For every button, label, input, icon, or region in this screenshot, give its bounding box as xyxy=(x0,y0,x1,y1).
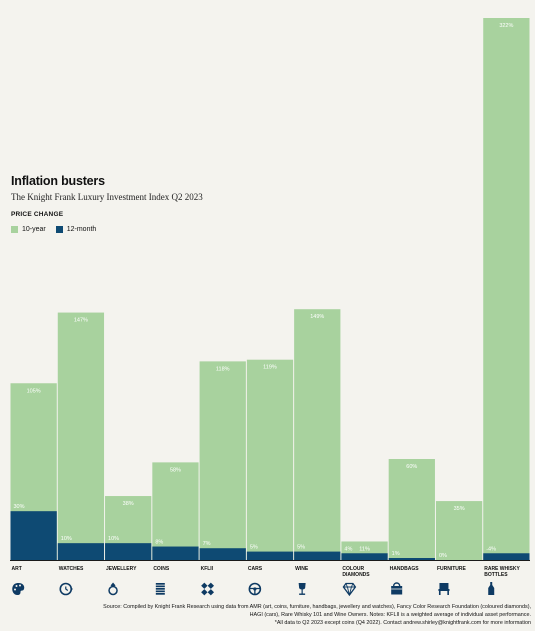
data-label-10-year-jewellery: 38% xyxy=(123,501,134,507)
data-label-10-year-coins: 58% xyxy=(170,467,181,473)
legend-item-12-month: 12-month xyxy=(55,226,97,233)
data-label-10-year-rare-whisky-bottles: 322% xyxy=(499,23,513,29)
bottle-icon xyxy=(488,582,495,595)
data-label-12-month-cars: 5% xyxy=(250,545,258,551)
bar-12-month-jewellery xyxy=(105,543,152,560)
data-label-10-year-wine: 149% xyxy=(310,314,324,320)
bar-10-year-wine xyxy=(294,309,341,560)
data-label-10-year-art: 105% xyxy=(27,388,41,394)
source-line-3: *All data to Q2 2023 except coins (Q4 20… xyxy=(274,620,531,626)
legend: 10-year 12-month xyxy=(11,226,96,233)
data-label-12-month-watches: 10% xyxy=(61,536,72,542)
category-label-watches: WATCHES xyxy=(59,566,84,572)
bar-12-month-cars xyxy=(246,551,294,560)
watch-icon xyxy=(59,582,73,596)
bar-10-year-coins xyxy=(152,462,199,560)
bar-12-month-art xyxy=(10,511,57,560)
bar-12-month-handbags xyxy=(388,558,435,560)
handbag-icon xyxy=(391,582,403,595)
legend-label-10-year: 10-year xyxy=(22,226,46,233)
bar-10-year-furniture xyxy=(435,501,483,560)
legend-swatch-10-year xyxy=(11,226,18,233)
bar-12-month-colour-diamonds xyxy=(341,553,388,560)
category-label-handbags: HANDBAGS xyxy=(390,566,420,572)
diamond-icon xyxy=(342,582,357,597)
kflii-icon xyxy=(201,582,215,596)
data-label-10-year-kflii: 118% xyxy=(216,366,230,372)
category-label-colour-diamonds: COLOUR DIAMONDS xyxy=(342,566,370,578)
data-label-12-month-handbags: 1% xyxy=(392,551,400,557)
chair-icon xyxy=(438,583,450,595)
data-label-12-month-jewellery: 10% xyxy=(108,536,119,542)
data-label-10-year-handbags: 60% xyxy=(406,464,417,470)
chart-title: Inflation busters xyxy=(11,174,105,188)
legend-swatch-12-month xyxy=(55,226,63,233)
bar-10-year-rare-whisky-bottles xyxy=(483,18,530,560)
data-label-10-year-watches: 147% xyxy=(74,318,88,324)
coins-icon xyxy=(155,583,165,595)
category-label-art: ART xyxy=(12,566,22,572)
data-label-12-month-art: 30% xyxy=(14,504,25,510)
category-label-kflii: KFLII xyxy=(201,566,214,572)
bar-10-year-watches xyxy=(57,312,105,560)
data-label-10-year-furniture: 35% xyxy=(454,506,465,512)
bar-10-year-cars xyxy=(246,359,294,560)
wine-glass-icon xyxy=(298,583,306,595)
data-label-12-month-rare-whisky-bottles: -4% xyxy=(486,546,496,552)
chart-subtitle: The Knight Frank Luxury Investment Index… xyxy=(11,192,203,202)
legend-label-12-month: 12-month xyxy=(66,226,97,233)
data-label-12-month-wine: 5% xyxy=(297,545,305,551)
category-label-wine: WINE xyxy=(295,566,309,572)
bar-12-month-coins xyxy=(152,546,199,560)
source-line-2: HAGI (cars), Rare Whisky 101 and Wine Ow… xyxy=(249,612,531,618)
category-label-cars: CARS xyxy=(248,566,263,572)
category-label-jewellery: JEWELLERY xyxy=(106,566,137,572)
source-note: Source: Compiled by Knight Frank Researc… xyxy=(0,603,531,627)
bar-10-year-kflii xyxy=(199,361,246,560)
steering-wheel-icon xyxy=(248,582,262,596)
ring-icon xyxy=(108,582,118,596)
category-label-furniture: FURNITURE xyxy=(437,566,467,572)
data-label-12-month-coins: 8% xyxy=(155,540,163,546)
bar-12-month-wine xyxy=(294,551,341,560)
legend-item-10-year: 10-year xyxy=(11,226,46,233)
category-label-rare-whisky-bottles: RARE WHISKY BOTTLES xyxy=(484,566,520,578)
bar-12-month-watches xyxy=(57,543,105,560)
category-label-coins: COINS xyxy=(153,566,170,572)
bar-10-year-handbags xyxy=(388,459,435,560)
bar-12-month-rare-whisky-bottles xyxy=(483,553,530,560)
palette-icon xyxy=(12,583,25,595)
data-label-10-year-cars: 119% xyxy=(263,365,277,371)
data-label-12-month-colour-diamonds: 4% xyxy=(344,546,352,552)
bar-12-month-kflii xyxy=(199,548,246,560)
data-label-12-month-furniture: 0% xyxy=(439,553,447,559)
source-line-1: Source: Compiled by Knight Frank Researc… xyxy=(103,604,531,610)
data-label-10-year-colour-diamonds: 11% xyxy=(359,546,370,552)
data-label-12-month-kflii: 7% xyxy=(203,541,211,547)
price-change-label: PRICE CHANGE xyxy=(11,211,64,218)
